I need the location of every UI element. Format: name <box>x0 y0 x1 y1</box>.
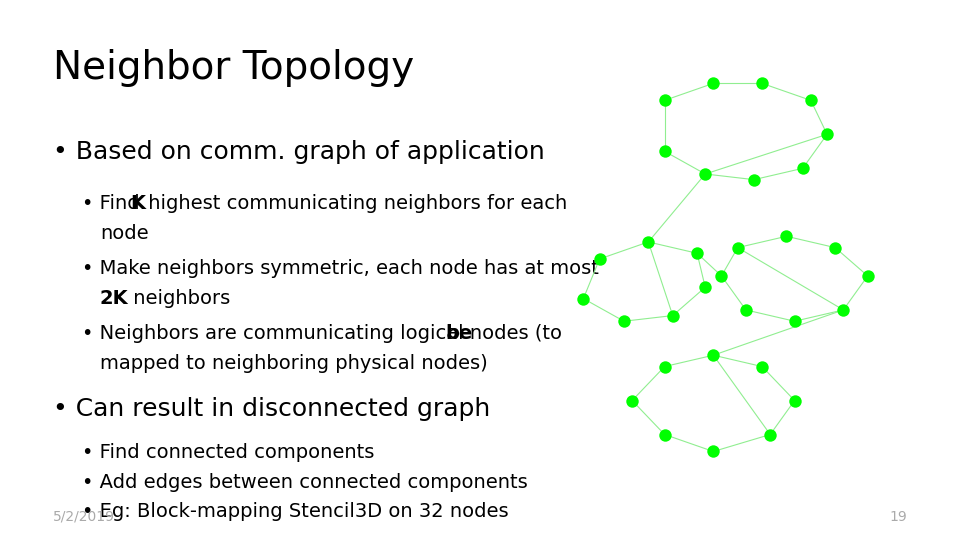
Point <box>795 164 810 173</box>
Point <box>657 362 672 371</box>
Text: • Eg: Block-mapping Stencil3D on 32 nodes: • Eg: Block-mapping Stencil3D on 32 node… <box>82 502 508 521</box>
Point <box>779 232 794 241</box>
Point <box>616 317 632 326</box>
Text: be: be <box>445 324 472 343</box>
Point <box>665 311 681 320</box>
Text: K: K <box>131 194 146 213</box>
Point <box>804 96 819 105</box>
Text: Neighbor Topology: Neighbor Topology <box>53 49 414 86</box>
Point <box>640 238 656 246</box>
Point <box>657 430 672 439</box>
Point <box>698 283 713 292</box>
Text: • Find: • Find <box>82 194 146 213</box>
Text: neighbors: neighbors <box>127 289 230 308</box>
Text: mapped to neighboring physical nodes): mapped to neighboring physical nodes) <box>100 354 488 373</box>
Point <box>624 396 639 405</box>
Point <box>860 272 876 280</box>
Point <box>787 317 803 326</box>
Point <box>746 176 761 184</box>
Point <box>657 147 672 156</box>
Text: 19: 19 <box>890 510 907 524</box>
Text: 2K: 2K <box>100 289 129 308</box>
Point <box>592 255 608 264</box>
Point <box>706 447 721 456</box>
Point <box>738 306 754 314</box>
Point <box>762 430 778 439</box>
Text: • Based on comm. graph of application: • Based on comm. graph of application <box>53 140 544 164</box>
Point <box>689 249 705 258</box>
Point <box>755 79 770 87</box>
Text: 5/2/2019: 5/2/2019 <box>53 510 115 524</box>
Text: highest communicating neighbors for each: highest communicating neighbors for each <box>142 194 567 213</box>
Text: • Can result in disconnected graph: • Can result in disconnected graph <box>53 397 490 421</box>
Point <box>835 306 851 314</box>
Point <box>698 170 713 178</box>
Point <box>755 362 770 371</box>
Point <box>576 294 591 303</box>
Text: • Neighbors are communicating logical nodes (to: • Neighbors are communicating logical no… <box>82 324 568 343</box>
Point <box>787 396 803 405</box>
Point <box>714 272 730 280</box>
Point <box>730 244 745 252</box>
Point <box>706 79 721 87</box>
Point <box>828 244 843 252</box>
Point <box>657 96 672 105</box>
Text: • Find connected components: • Find connected components <box>82 443 374 462</box>
Point <box>820 130 835 139</box>
Text: • Make neighbors symmetric, each node has at most: • Make neighbors symmetric, each node ha… <box>82 259 598 278</box>
Point <box>706 351 721 360</box>
Text: • Add edges between connected components: • Add edges between connected components <box>82 472 527 491</box>
Text: node: node <box>100 224 149 243</box>
